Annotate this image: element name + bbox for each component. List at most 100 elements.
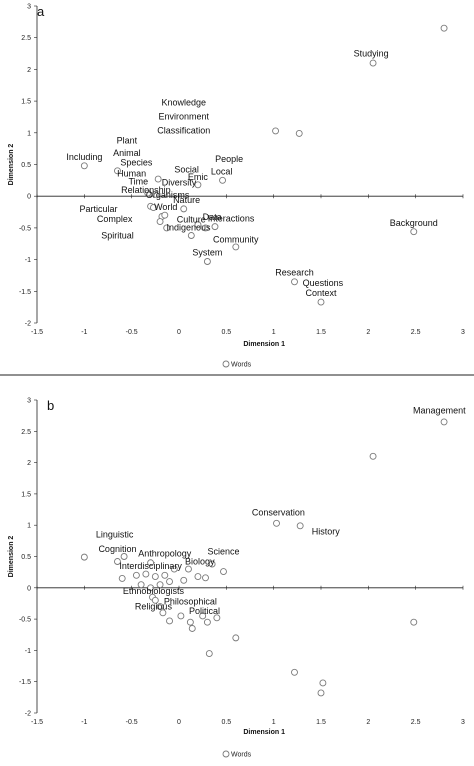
word-label: Background xyxy=(390,218,438,228)
x-tick-label: 1 xyxy=(272,329,276,336)
word-label: Management xyxy=(413,406,466,416)
data-point xyxy=(208,560,216,568)
word-label: Particular xyxy=(80,204,118,214)
x-tick-label: 2 xyxy=(366,329,370,336)
data-point xyxy=(317,689,325,697)
data-point xyxy=(147,559,155,567)
y-tick-label: 0.5 xyxy=(21,554,31,561)
data-point xyxy=(220,568,227,575)
data-point xyxy=(410,618,418,626)
x-tick-label: 0.5 xyxy=(221,719,231,726)
data-point xyxy=(147,584,155,592)
word-label: Spiritual xyxy=(101,231,134,241)
x-tick-label: -1 xyxy=(81,329,87,336)
legend-label: Words xyxy=(231,752,252,759)
word-label: Linguistic xyxy=(96,530,134,540)
data-point xyxy=(202,224,209,232)
word-label: Nature xyxy=(173,195,200,205)
word-label: Species xyxy=(120,158,153,168)
word-label: Relationship xyxy=(121,185,171,195)
word-label: Indigenous xyxy=(166,222,211,232)
data-point xyxy=(159,609,167,617)
panel-a: -1.5 -1 -0.5 0 0.5 1 1.5 2 2.5 3-2-1.5-1-0.500.51… xyxy=(8,4,465,369)
x-tick-label: 1 xyxy=(272,719,276,726)
data-point xyxy=(154,175,162,183)
word-label: Knowledge xyxy=(161,97,206,107)
word-label: Plant xyxy=(117,135,138,145)
data-point xyxy=(180,576,188,584)
data-point xyxy=(232,243,240,251)
y-tick-label: 1 xyxy=(27,130,31,137)
data-point xyxy=(166,617,173,625)
x-tick-label: 0.5 xyxy=(221,329,231,336)
word-label: Philosophical xyxy=(164,597,217,607)
data-point xyxy=(202,574,209,582)
y-tick-label: 3 xyxy=(27,398,31,405)
word-label: Environment xyxy=(158,111,209,121)
x-tick-label: 3 xyxy=(461,719,465,726)
word-label: Including xyxy=(66,152,102,162)
word-label: Animal xyxy=(113,148,141,158)
word-label: Social xyxy=(174,165,199,175)
panel-label: a xyxy=(37,4,45,19)
data-point xyxy=(203,618,211,626)
x-tick-label: -1.5 xyxy=(31,719,43,726)
y-tick-label: 3 xyxy=(27,4,31,11)
data-point xyxy=(194,181,202,189)
data-point xyxy=(151,190,159,198)
y-tick-label: -1.5 xyxy=(19,289,31,296)
data-point xyxy=(291,668,298,676)
legend-marker xyxy=(222,360,230,368)
y-tick-label: 0.5 xyxy=(21,162,31,169)
data-point xyxy=(194,573,202,580)
word-label: Anthropology xyxy=(138,548,192,558)
word-label: Biology xyxy=(185,557,215,567)
panel-label: b xyxy=(47,398,54,413)
y-tick-label: 2.5 xyxy=(21,429,31,436)
word-label: Local xyxy=(211,166,233,176)
y-tick-label: -1 xyxy=(25,648,31,655)
data-point xyxy=(291,278,298,286)
y-tick-label: 0 xyxy=(27,194,31,201)
data-point xyxy=(273,519,280,527)
data-point xyxy=(203,258,211,265)
data-point xyxy=(369,59,377,67)
x-tick-label: -1 xyxy=(81,719,87,726)
y-tick-label: -0.5 xyxy=(19,617,31,624)
y-tick-label: 1.5 xyxy=(21,99,31,106)
data-point xyxy=(80,553,88,561)
data-point xyxy=(211,223,219,231)
word-label: Cognition xyxy=(98,544,136,554)
y-tick-label: -2 xyxy=(25,321,31,328)
data-point xyxy=(149,204,157,212)
legend-marker xyxy=(222,750,230,758)
y-tick-label: 0 xyxy=(27,585,31,592)
data-point xyxy=(194,221,202,229)
y-tick-label: -0.5 xyxy=(19,225,31,232)
data-point xyxy=(369,452,377,460)
data-point xyxy=(80,162,88,170)
data-point xyxy=(186,618,194,626)
x-tick-label: 2.5 xyxy=(411,719,421,726)
y-tick-label: 1.5 xyxy=(21,491,31,498)
y-axis-title: Dimension 2 xyxy=(8,144,15,186)
panel-b: -1.5 -1 -0.5 0 0.5 1 1.5 2 2.5 3-2-1.5-1-0.500.51… xyxy=(8,398,466,759)
word-label: Questions xyxy=(303,278,344,288)
word-label: History xyxy=(312,526,341,536)
word-label: Complex xyxy=(97,214,133,224)
word-label: Ethnobiologists xyxy=(123,586,185,596)
data-point xyxy=(163,224,171,232)
x-tick-label: 2 xyxy=(366,719,370,726)
word-label: Organisms xyxy=(146,190,190,200)
data-point xyxy=(114,558,121,565)
word-label: Data xyxy=(203,212,222,222)
data-point xyxy=(296,522,304,530)
y-axis-title: Dimension 2 xyxy=(8,536,15,578)
data-point xyxy=(232,634,240,642)
word-label: Culture xyxy=(177,215,206,225)
y-tick-label: 1 xyxy=(27,523,31,530)
data-point xyxy=(120,553,128,560)
word-label: Interdisciplinary xyxy=(119,561,182,571)
word-label: Emic xyxy=(188,172,208,182)
data-point xyxy=(156,218,164,226)
